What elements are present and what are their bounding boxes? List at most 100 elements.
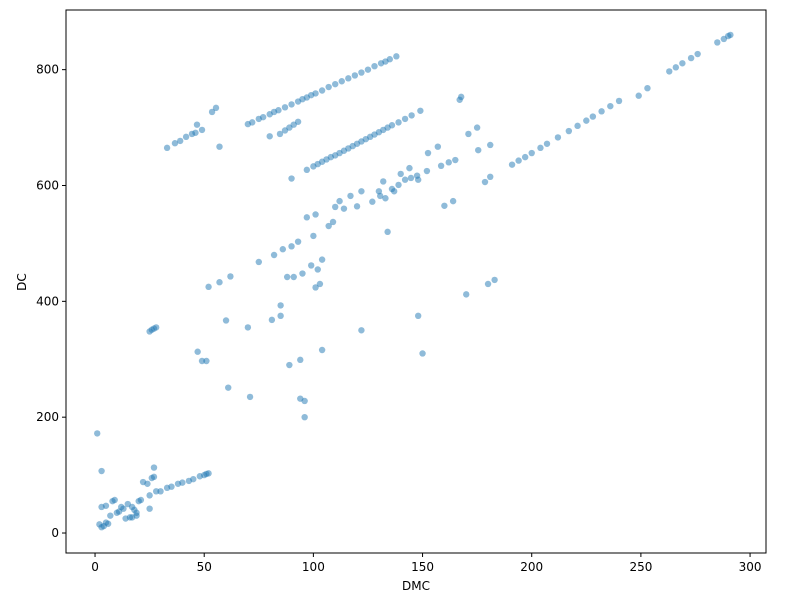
scatter-point [283,273,291,281]
y-axis-label: DC [15,273,29,291]
scatter-point [401,176,409,183]
x-tick-label: 150 [411,560,434,574]
scatter-point [390,188,398,195]
scatter-point [607,102,614,110]
scatter-point [358,69,365,76]
scatter-point [111,496,118,504]
scatter-point [312,284,319,291]
scatter-point [244,324,252,331]
scatter-point [644,84,651,92]
scatter-point [150,473,158,481]
scatter-point [679,60,686,67]
scatter-point [397,170,404,178]
scatter-point [205,283,212,291]
scatter-point [157,488,164,495]
scatter-point [222,317,230,324]
scatter-point [554,134,562,141]
scatter-point [193,121,201,128]
scatter-point [277,312,284,320]
scatter-point [487,141,494,149]
scatter-point [351,72,359,79]
scatter-point [508,161,516,168]
scatter-point [386,56,393,63]
scatter-point [375,188,383,195]
scatter-point [345,75,352,82]
scatter-point [179,479,186,486]
scatter-point [672,64,680,71]
scatter-point [589,113,597,120]
scatter-point [270,251,278,259]
scatter-point [408,112,415,119]
scatter-point [445,159,452,166]
scatter-point [434,143,442,150]
scatter-point [216,143,223,150]
scatter-point [463,291,470,298]
scatter-point [176,137,184,145]
scatter-point [276,130,284,138]
scatter-point [279,246,287,253]
scatter-point [277,302,284,309]
scatter-point [528,149,535,157]
scatter-point [407,174,415,182]
scatter-point [475,146,482,154]
scatter-point [364,66,372,73]
x-tick-label: 200 [520,560,543,574]
scatter-point [146,492,153,499]
scatter-point [347,192,354,200]
scatter-point [419,350,426,357]
scatter-point [727,31,734,39]
scatter-point [452,156,459,164]
scatter-point [473,124,481,131]
scatter-point [369,198,376,205]
scatter-point [102,502,110,509]
scatter-point [393,53,400,60]
scatter-point [310,232,317,240]
scatter-point [288,175,295,182]
scatter-point [190,475,197,483]
scatter-point [137,496,145,504]
scatter-point [406,164,413,172]
scatter-point [203,357,210,365]
scatter-point [371,62,378,70]
scatter-point [687,54,695,62]
scatter-point [246,393,254,401]
scatter-point [318,87,326,94]
scatter-point [301,397,308,405]
scatter-point [171,140,179,147]
scatter-point [286,361,293,369]
scatter-point [574,122,581,130]
scatter-point [294,118,302,125]
scatter-point [205,470,212,477]
scatter-point [94,430,101,437]
scatter-point [424,149,432,157]
scatter-point [694,50,701,58]
scatter-point [268,316,276,324]
scatter-point [437,162,445,170]
scatter-point [465,130,472,138]
scatter-point [281,104,289,111]
x-tick-label: 0 [91,560,99,574]
scatter-point [353,203,361,210]
scatter-point [312,211,319,218]
scatter-point [275,107,282,114]
scatter-point [212,104,220,112]
scatter-point [133,509,140,516]
scatter-point [332,203,339,211]
scatter-point [417,107,424,114]
scatter-point [225,384,232,391]
scatter-point [290,273,297,281]
scatter-point [297,356,304,364]
y-tick-label: 0 [51,526,59,540]
scatter-point [521,153,529,161]
scatter-point [318,256,326,263]
scatter-point [336,197,343,205]
scatter-point [583,117,590,124]
scatter-point [714,39,721,46]
scatter-point [255,258,262,266]
scatter-point [208,108,216,116]
x-tick-label: 100 [302,560,325,574]
scatter-point [423,167,431,175]
scatter-point [124,500,131,508]
y-tick-label: 800 [36,63,59,77]
